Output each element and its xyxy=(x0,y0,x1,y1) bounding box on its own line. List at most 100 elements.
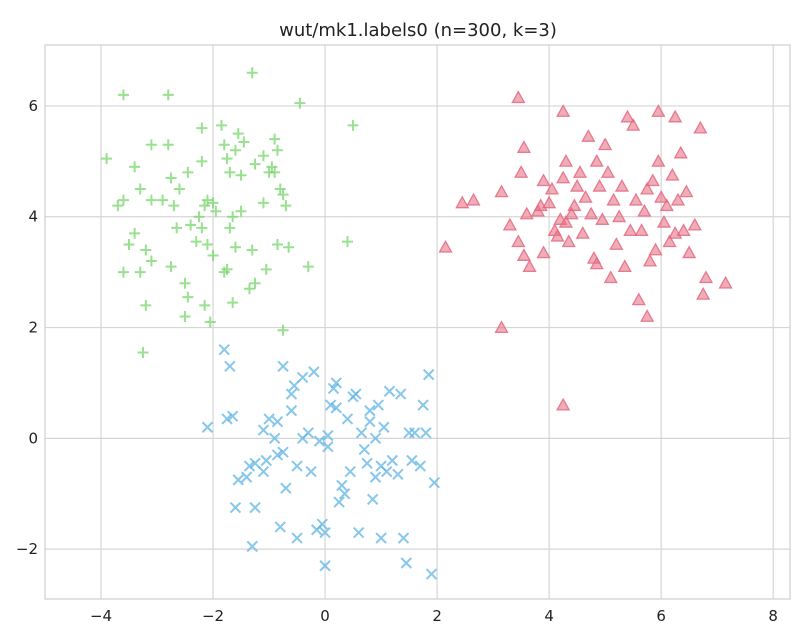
data-point xyxy=(392,468,404,481)
data-point xyxy=(344,465,356,478)
data-point xyxy=(246,244,258,256)
data-point xyxy=(336,479,348,492)
data-point xyxy=(550,228,565,242)
data-point xyxy=(204,316,216,328)
data-point xyxy=(271,238,283,250)
data-point xyxy=(129,227,141,239)
data-point xyxy=(589,154,604,167)
data-point xyxy=(420,427,432,439)
data-point xyxy=(165,261,177,273)
data-point xyxy=(305,465,317,478)
series-cluster-1 xyxy=(101,67,359,358)
data-point xyxy=(358,443,370,456)
data-point xyxy=(140,299,152,311)
data-point xyxy=(240,471,253,483)
data-point xyxy=(383,385,396,397)
data-point xyxy=(235,169,247,181)
data-point xyxy=(224,360,236,373)
data-point xyxy=(417,399,429,411)
x-tick-label: 2 xyxy=(432,607,442,625)
data-point xyxy=(558,154,574,167)
data-point xyxy=(277,446,289,458)
data-point xyxy=(269,166,281,178)
data-point xyxy=(288,380,300,392)
data-point xyxy=(263,413,275,425)
data-point xyxy=(693,120,708,134)
y-tick-label: 6 xyxy=(28,97,38,115)
data-point xyxy=(221,413,233,425)
data-point xyxy=(394,388,407,400)
data-point xyxy=(185,219,197,231)
data-point xyxy=(620,109,635,123)
data-point xyxy=(570,178,585,192)
data-point xyxy=(634,223,649,237)
data-point xyxy=(201,238,213,250)
data-point xyxy=(243,283,255,295)
data-point xyxy=(603,270,618,284)
series-cluster-2 xyxy=(201,343,441,580)
data-point xyxy=(313,435,326,447)
data-point xyxy=(168,200,180,212)
data-point xyxy=(519,206,534,220)
data-point xyxy=(651,154,666,167)
data-point xyxy=(182,166,194,178)
data-point xyxy=(137,346,149,358)
data-point xyxy=(296,371,309,384)
data-point xyxy=(350,388,362,400)
data-point xyxy=(271,416,284,428)
data-point xyxy=(380,465,393,478)
data-point xyxy=(257,424,270,436)
data-point xyxy=(291,532,303,544)
data-point xyxy=(257,197,269,209)
data-point xyxy=(101,153,113,165)
data-point xyxy=(117,266,129,278)
data-point xyxy=(564,206,579,220)
data-point xyxy=(673,145,688,159)
x-tick-label: −4 xyxy=(90,607,112,625)
data-point xyxy=(162,139,174,151)
data-point xyxy=(218,266,230,278)
data-point xyxy=(249,457,261,469)
data-point xyxy=(134,266,146,278)
data-point xyxy=(171,222,183,234)
data-point xyxy=(341,236,353,248)
y-tick-label: −2 xyxy=(16,540,38,558)
data-point xyxy=(511,90,526,104)
data-point xyxy=(260,263,272,275)
data-point xyxy=(162,89,174,101)
data-point xyxy=(567,198,582,212)
data-point xyxy=(319,526,331,539)
data-point xyxy=(494,184,509,198)
points-layer xyxy=(101,67,733,580)
data-point xyxy=(229,144,241,156)
data-point xyxy=(117,89,129,101)
data-point xyxy=(522,259,537,273)
data-point xyxy=(341,413,354,425)
data-point xyxy=(310,524,323,536)
data-point xyxy=(271,449,284,461)
data-point xyxy=(302,261,314,273)
tick-labels: −4 −2 0 2 4 6 8 −2 0 2 4 6 xyxy=(16,97,778,625)
data-point xyxy=(249,158,261,170)
data-point xyxy=(369,471,382,483)
data-point xyxy=(514,165,529,178)
data-point xyxy=(679,184,694,198)
data-point xyxy=(575,226,590,239)
data-point xyxy=(207,197,219,209)
data-point xyxy=(648,242,663,256)
data-point xyxy=(157,194,169,206)
data-point xyxy=(134,183,146,195)
data-point xyxy=(511,234,526,248)
data-point xyxy=(408,427,421,439)
data-point xyxy=(193,211,205,223)
data-point xyxy=(129,161,141,173)
data-point xyxy=(319,560,331,572)
data-point xyxy=(364,416,376,428)
data-point xyxy=(246,67,258,79)
data-point xyxy=(308,366,320,378)
data-point xyxy=(224,166,236,178)
data-point xyxy=(296,432,309,445)
data-point xyxy=(631,292,646,306)
data-point xyxy=(199,200,211,212)
y-tick-label: 0 xyxy=(28,429,38,447)
